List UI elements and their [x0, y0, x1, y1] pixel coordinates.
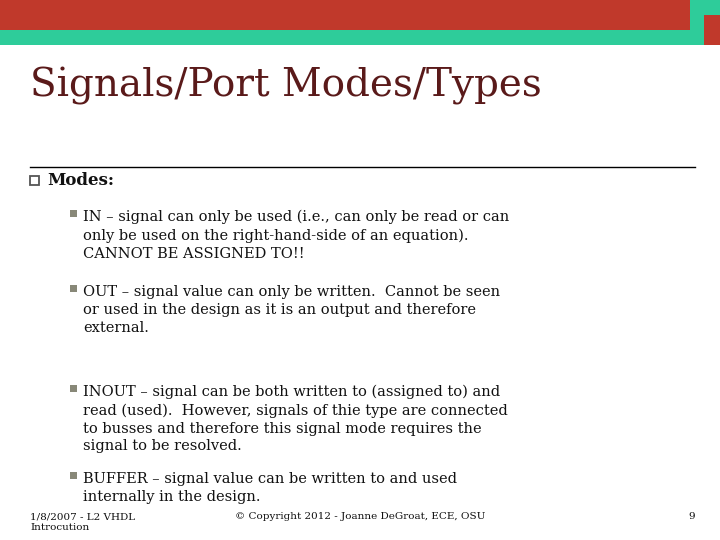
Text: 1/8/2007 - L2 VHDL
Introcution: 1/8/2007 - L2 VHDL Introcution [30, 512, 135, 532]
Text: 9: 9 [688, 512, 695, 521]
Text: INOUT – signal can be both written to (assigned to) and
read (used).  However, s: INOUT – signal can be both written to (a… [83, 385, 508, 454]
Bar [70, 210, 77, 217]
Text: IN – signal can only be used (i.e., can only be read or can
only be used on the : IN – signal can only be used (i.e., can … [83, 210, 509, 261]
Bar [70, 472, 77, 479]
Text: Modes:: Modes: [47, 172, 114, 189]
Bar [70, 385, 77, 392]
Bar [30, 176, 39, 185]
Text: BUFFER – signal value can be written to and used
internally in the design.: BUFFER – signal value can be written to … [83, 472, 457, 504]
Text: © Copyright 2012 - Joanne DeGroat, ECE, OSU: © Copyright 2012 - Joanne DeGroat, ECE, … [235, 512, 485, 521]
Text: OUT – signal value can only be written.  Cannot be seen
or used in the design as: OUT – signal value can only be written. … [83, 285, 500, 335]
Bar [70, 285, 77, 292]
Text: Signals/Port Modes/Types: Signals/Port Modes/Types [30, 67, 541, 105]
